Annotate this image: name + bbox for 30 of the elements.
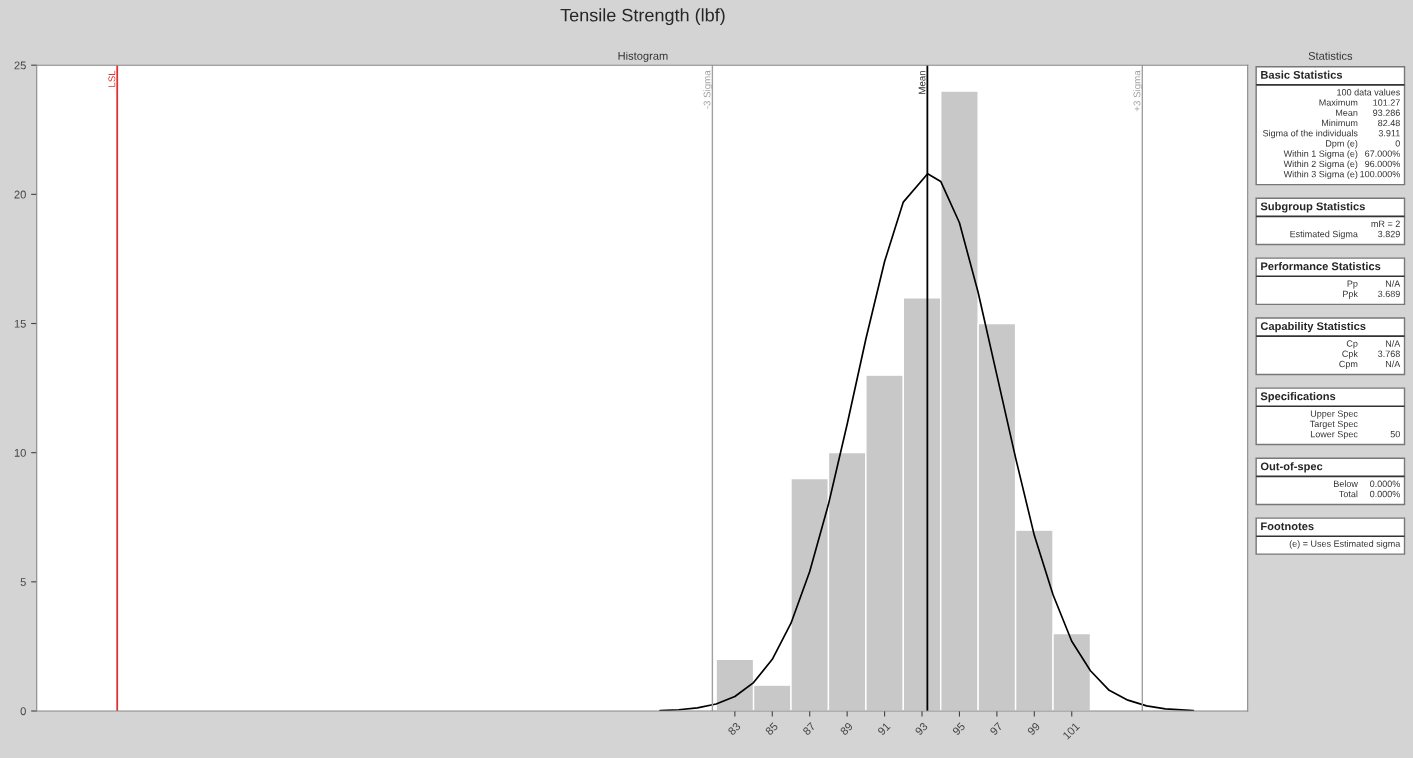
x-tick-label: 95 — [951, 721, 966, 736]
text: Specifications Upper Spec Target Spec Lower Spec 50 — [1260, 392, 1400, 440]
chart-subtitle: Histogram — [618, 51, 668, 63]
text: Subgroup Statistics mR = 2 Estimated Sigma 3.829 — [1260, 202, 1400, 239]
chart-title: Tensile Strength (lbf) — [560, 8, 725, 26]
x-tick-label: 87 — [802, 722, 816, 736]
x-tick-label: 89 — [839, 722, 854, 736]
text: Performance Statistics Pp N/A Ppk 3.689 — [1261, 262, 1401, 299]
y-tick-label: 5 — [20, 578, 26, 586]
ref-line-label: -3 Sigma — [703, 70, 713, 109]
text: Statistics — [1308, 51, 1353, 60]
text: Basic Statistics 100 data values Maximum 101.27 Mean 93.286 Minimum 82.48 Sigma of the individuals 3.911 Dpm (e) 0 Within 1 Sigma (e) 67.000% Within 2 Sigma (e) 96.000% Within 3 Sigma (e) 100.000% — [1261, 70, 1400, 180]
x-tick-label: 83 — [727, 721, 741, 736]
text: Footnotes (e) = Uses Estimated sigma — [1261, 522, 1401, 549]
text: Capability Statistics Cp N/A Cpk 3.768 Cpm N/A — [1260, 321, 1401, 369]
ref-line-label: +3 Sigma — [1133, 70, 1143, 112]
y-tick-label: 0 — [20, 707, 26, 716]
x-tick-label: 85 — [764, 721, 779, 736]
y-tick-label: 15 — [14, 319, 26, 328]
text: Out-of-spec Below 0.000% Total 0.000% — [1260, 462, 1400, 498]
x-tick-label: 99 — [1026, 722, 1041, 736]
x-tick-label: 91 — [877, 722, 891, 736]
ref-line-label: Mean — [918, 70, 926, 94]
x-tick-label: 97 — [989, 722, 1003, 736]
x-tick-label: 93 — [914, 721, 929, 736]
ref-line-label: LSL — [108, 70, 116, 87]
y-tick-label: 25 — [14, 61, 26, 70]
y-tick-label: 10 — [14, 448, 26, 457]
y-tick-label: 20 — [14, 190, 26, 199]
x-tick-label: 101 — [1062, 722, 1081, 740]
